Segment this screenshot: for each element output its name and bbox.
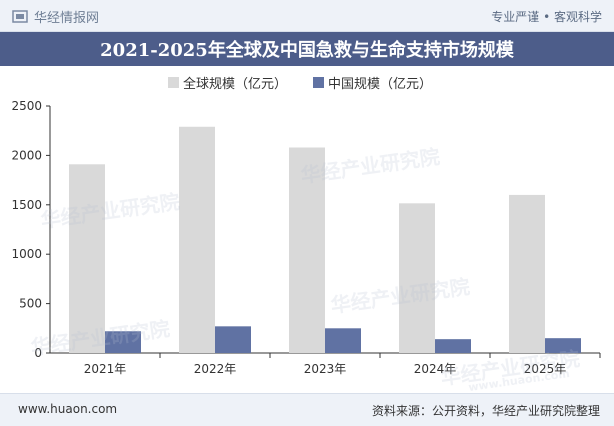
bar-china — [545, 338, 581, 353]
x-tick-label: 2024年 — [414, 362, 457, 376]
footer-source: 资料来源：公开资料，华经产业研究院整理 — [371, 404, 600, 418]
y-tick-label: 1000 — [11, 247, 42, 261]
brand-logo-icon — [12, 10, 28, 23]
footer-url[interactable]: www.huaon.com — [18, 402, 118, 416]
x-tick-label: 2021年 — [84, 362, 127, 376]
chart-title: 2021-2025年全球及中国急救与生命支持市场规模 — [0, 32, 614, 66]
legend-swatch-global — [168, 76, 179, 88]
y-tick-label: 2000 — [11, 148, 42, 162]
bar-global — [179, 126, 215, 353]
y-tick-label: 2500 — [11, 99, 42, 113]
header-bar: 华经情报网 专业严谨 • 客观科学 — [0, 0, 614, 32]
bar-global — [289, 147, 325, 353]
legend: 全球规模（亿元） 中国规模（亿元） — [168, 72, 458, 92]
bar-global — [69, 164, 105, 353]
legend-label-china: 中国规模（亿元） — [328, 76, 433, 92]
tagline: 专业严谨 • 客观科学 — [491, 10, 602, 24]
bar-global — [399, 203, 435, 353]
bar-china — [105, 331, 141, 353]
brand-name: 华经情报网 — [34, 10, 100, 26]
x-tick-label: 2022年 — [194, 362, 237, 376]
bar-china — [435, 339, 471, 353]
legend-swatch-china — [313, 76, 325, 88]
bar-china — [325, 328, 361, 353]
footer-bar: www.huaon.com 资料来源：公开资料，华经产业研究院整理 — [0, 393, 614, 426]
brand[interactable]: 华经情报网 — [12, 6, 99, 26]
legend-item-china: 中国规模（亿元） — [313, 73, 432, 92]
bar-global — [509, 194, 545, 353]
y-tick-label: 500 — [19, 297, 42, 311]
legend-label-global: 全球规模（亿元） — [183, 76, 288, 92]
x-tick-label: 2023年 — [304, 362, 347, 376]
y-tick-label: 1500 — [11, 198, 42, 212]
bar-china — [215, 326, 251, 353]
x-tick-label: 2025年 — [524, 362, 567, 376]
bar-chart: 0 500 1000 1500 2000 2500 2021年 2022年 2023年 2024年… — [11, 99, 601, 376]
legend-item-global: 全球规模（亿元） — [168, 73, 287, 92]
y-tick-label: 0 — [34, 346, 42, 360]
